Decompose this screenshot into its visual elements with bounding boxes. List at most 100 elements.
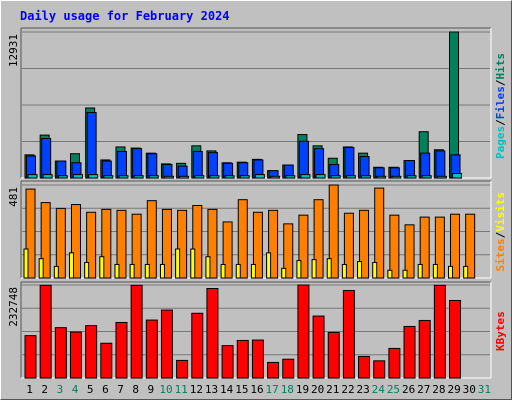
bar-files-day-23	[359, 156, 370, 179]
bar-visits-day-24	[374, 187, 385, 279]
x-tick-label: 7	[117, 383, 124, 396]
x-tick-label: 31	[478, 383, 491, 396]
bar-pages-day-3	[57, 175, 68, 179]
x-tick-label: 30	[463, 383, 476, 396]
axis-label-part: /	[494, 119, 507, 126]
axis-label-part: Files	[494, 86, 507, 119]
bar-kbytes-day-15	[236, 339, 249, 379]
bar-kbytes-day-26	[403, 325, 416, 379]
bar-visits-day-20	[313, 199, 324, 279]
bar-pages-day-18	[285, 175, 296, 179]
bar-visits-day-21	[328, 184, 339, 279]
bar-files-day-20	[314, 148, 325, 179]
bar-visits-day-28	[434, 216, 445, 279]
x-tick-label: 18	[281, 383, 294, 396]
bar-visits-day-2	[40, 202, 51, 279]
bar-pages-day-6	[103, 175, 114, 179]
x-tick-label: 25	[387, 383, 400, 396]
x-tick-label: 11	[175, 383, 188, 396]
axis-label-part: /	[494, 231, 507, 238]
bar-pages-day-4	[72, 174, 83, 179]
bar-pages-day-19	[300, 174, 311, 179]
bar-kbytes-day-8	[130, 284, 143, 379]
bar-kbytes-day-17	[267, 361, 280, 379]
bar-kbytes-day-1	[24, 335, 37, 379]
x-tick-label: 23	[357, 383, 370, 396]
bar-visits-day-22	[343, 212, 354, 279]
bar-visits-day-23	[359, 209, 370, 279]
bar-pages-day-11	[179, 175, 190, 179]
bar-files-day-22	[344, 147, 355, 179]
bar-visits-day-5	[86, 211, 97, 279]
bar-sites-day-15	[235, 263, 241, 279]
bar-sites-day-28	[432, 263, 438, 279]
bar-files-day-2	[41, 137, 52, 179]
x-tick-label: 1	[26, 383, 33, 396]
bar-kbytes-day-12	[191, 312, 204, 379]
bar-kbytes-day-3	[54, 327, 67, 379]
bar-pages-day-5	[88, 174, 99, 179]
bar-visits-day-10	[161, 208, 172, 279]
bar-sites-day-4	[68, 252, 74, 279]
bar-visits-day-9	[146, 200, 157, 279]
chart-labels: 12931Pages/Files/Hits481Sites/Visits2327…	[7, 34, 507, 396]
x-tick-label: 10	[159, 383, 172, 396]
x-tick-label: 24	[372, 383, 386, 396]
bar-sites-day-7	[114, 263, 120, 279]
x-tick-label: 20	[311, 383, 324, 396]
x-tick-label: 27	[417, 383, 430, 396]
bar-kbytes-day-13	[206, 287, 219, 379]
bar-files-day-8	[132, 148, 143, 179]
bar-kbytes-day-29	[449, 299, 462, 379]
bar-pages-day-28	[436, 175, 447, 179]
bar-sites-day-6	[99, 256, 105, 279]
bar-files-day-5	[86, 112, 97, 179]
bar-kbytes-day-20	[312, 315, 325, 379]
bar-kbytes-day-18	[282, 358, 295, 379]
y-max-label: 12931	[7, 34, 20, 67]
bar-sites-day-9	[144, 263, 150, 279]
x-tick-label: 4	[72, 383, 79, 396]
axis-label-part: Visits	[494, 192, 507, 232]
x-tick-label: 6	[102, 383, 109, 396]
bar-sites-day-26	[402, 269, 408, 279]
x-tick-label: 9	[148, 383, 155, 396]
bar-kbytes-day-10	[160, 309, 173, 379]
bar-visits-day-30	[465, 213, 476, 279]
bar-visits-day-26	[404, 224, 415, 279]
bar-kbytes-day-22	[342, 289, 355, 379]
bar-pages-day-9	[148, 175, 159, 179]
bar-files-day-7	[116, 150, 127, 179]
bar-kbytes-day-9	[145, 319, 158, 379]
bar-pages-day-10	[163, 175, 174, 179]
bar-sites-day-21	[326, 258, 332, 279]
bar-pages-day-24	[376, 175, 387, 179]
x-tick-label: 15	[235, 383, 248, 396]
bar-sites-day-8	[129, 263, 135, 279]
x-tick-label: 13	[205, 383, 218, 396]
x-tick-label: 16	[250, 383, 263, 396]
bar-sites-day-16	[250, 263, 256, 279]
bar-pages-day-29	[452, 172, 463, 179]
bar-kbytes-day-23	[358, 355, 371, 379]
bar-files-day-9	[147, 153, 158, 179]
bar-sites-day-1	[23, 248, 29, 279]
chart-title: Daily usage for February 2024	[20, 9, 230, 23]
bar-sites-day-3	[53, 265, 59, 279]
bar-visits-day-1	[25, 188, 36, 279]
bar-visits-day-7	[116, 209, 127, 279]
bar-kbytes-day-21	[327, 331, 340, 379]
bar-kbytes-day-25	[388, 347, 401, 379]
bar-kbytes-day-28	[433, 284, 446, 379]
bar-pages-day-13	[209, 175, 220, 179]
bar-sites-day-18	[281, 267, 287, 279]
bar-kbytes-day-11	[176, 359, 189, 379]
bar-visits-day-6	[101, 208, 112, 279]
bar-kbytes-day-5	[85, 325, 98, 379]
bar-visits-day-17	[268, 209, 279, 279]
axis-label-part: /	[494, 79, 507, 86]
bar-sites-day-30	[463, 265, 469, 279]
bar-sites-day-22	[341, 263, 347, 279]
axis-label-part: Sites	[494, 238, 507, 271]
